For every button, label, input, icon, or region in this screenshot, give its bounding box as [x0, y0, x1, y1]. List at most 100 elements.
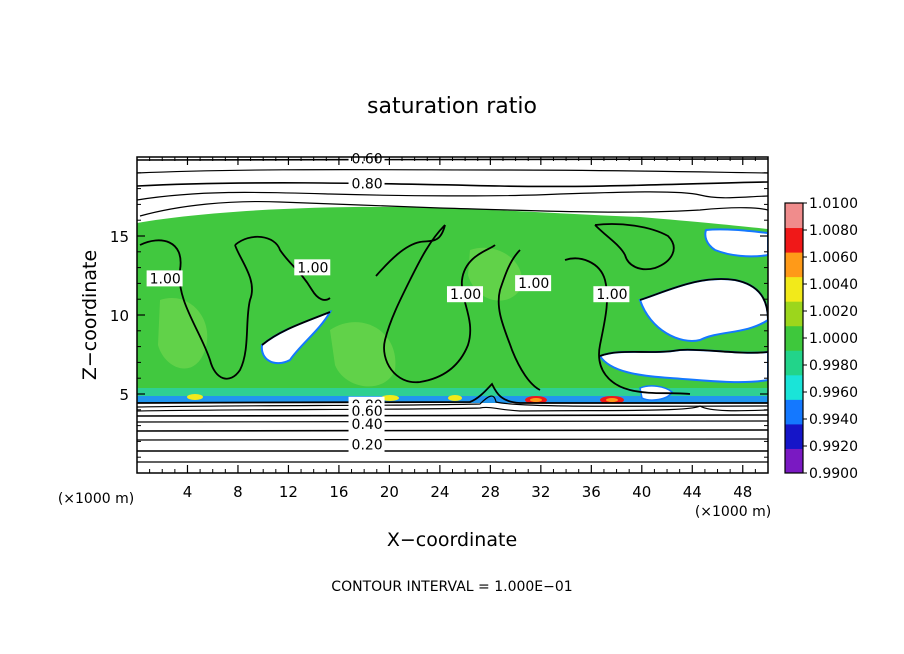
warm-spot: [530, 398, 542, 402]
contour-label-group: 1.00: [294, 259, 331, 276]
contour-label: 0.60: [352, 151, 383, 167]
x-axis-label: X−coordinate: [387, 529, 517, 551]
colorbar-segment: [785, 423, 803, 449]
contour-label: 1.00: [297, 260, 328, 276]
contour-label: 1.00: [518, 276, 549, 292]
contour-line: [137, 405, 768, 412]
y-axis-ticks: 5 10 15: [110, 172, 768, 458]
contour-label-bg: [348, 403, 385, 420]
colorbar-tick-label: 1.0040: [809, 277, 858, 293]
colorbar-tick-label: 0.9980: [809, 358, 858, 374]
y-tick-label: 10: [110, 307, 129, 325]
colorbar-tick-label: 0.9960: [809, 385, 858, 401]
colorbar-tick-label: 1.0000: [809, 331, 858, 347]
contour-label-bg: [348, 415, 385, 432]
contour-labels: 0.600.801.001.001.001.001.000.800.600.40…: [146, 150, 630, 453]
x-tick-label: 40: [632, 483, 651, 501]
colorbar-segment: [785, 350, 803, 376]
contour-label: 1.00: [150, 271, 181, 287]
colorbar-segment: [785, 374, 803, 400]
contour-label-group: 1.00: [446, 286, 483, 303]
colorbar-segment: [785, 399, 803, 425]
colorbar-segment: [785, 252, 803, 278]
colorbar-segment: [785, 276, 803, 302]
contour-line: [497, 249, 541, 391]
x-tick-label: 12: [279, 483, 298, 501]
y-axis-label: Z−coordinate: [79, 250, 101, 380]
contour-label-bg: [146, 270, 183, 287]
colorbar: 0.9900 0.9920 0.9940 0.9960 0.9980 1.0000 1.00…: [784, 196, 858, 482]
x-tick-label: 20: [380, 483, 399, 501]
contour-label-bg: [593, 286, 630, 303]
x-tick-label: 16: [329, 483, 348, 501]
y-tick-label: 15: [110, 228, 129, 246]
y-axis-unit: (×1000 m): [58, 491, 134, 507]
contour-label: 1.00: [450, 287, 481, 303]
field-layer: [137, 157, 768, 473]
contour-line: [261, 311, 331, 346]
colorbar-tick-label: 1.0100: [809, 196, 858, 212]
contour-label-group: 1.00: [146, 270, 183, 287]
colorbar-tick-label: 1.0060: [809, 250, 858, 266]
contour-line: [599, 348, 768, 357]
contour-line: [139, 200, 768, 217]
contour-label-group: 1.00: [515, 275, 552, 292]
contour-label-bg: [348, 175, 385, 192]
contour-label-group: 1.00: [593, 286, 630, 303]
x-tick-label: 32: [531, 483, 550, 501]
colorbar-tick-label: 1.0080: [809, 223, 858, 239]
colorbar-segment: [785, 448, 803, 474]
x-tick-label: 28: [481, 483, 500, 501]
contour-line: [639, 278, 768, 321]
colorbar-segment: [785, 325, 803, 351]
x-tick-label: 8: [233, 483, 243, 501]
contour-label-bg: [294, 259, 331, 276]
warm-spot: [187, 394, 203, 400]
colorbar-segment: [785, 301, 803, 327]
contour-label-group: 0.40: [348, 415, 385, 433]
x-tick-label: 4: [183, 483, 193, 501]
y-tick-label: 5: [119, 386, 129, 404]
x-tick-label: 36: [582, 483, 601, 501]
contour-line: [383, 224, 496, 383]
contour-line: [137, 169, 768, 174]
colorbar-segment: [785, 227, 803, 253]
dry-hole: [704, 228, 768, 258]
x-axis-ticks: 4 8 12 16 20 24 28 32 36 40 44 48: [149, 157, 756, 501]
contour-line: [137, 382, 768, 404]
contour-label-bg: [446, 286, 483, 303]
contour-line: [137, 191, 768, 201]
warm-spot: [448, 395, 462, 401]
colorbar-tick-label: 1.0020: [809, 304, 858, 320]
contour-interval-note: CONTOUR INTERVAL = 1.000E−01: [331, 579, 572, 595]
contour-label-bg: [348, 436, 385, 453]
contour-label: 0.40: [352, 417, 383, 433]
colorbar-tick-label: 0.9940: [809, 412, 858, 428]
x-tick-label: 44: [683, 483, 702, 501]
warm-spot: [381, 395, 399, 401]
contour-line: [594, 223, 675, 271]
contour-label-bg: [348, 150, 385, 167]
contour-label-group: 0.20: [348, 436, 385, 453]
contour-label-group: 0.80: [348, 175, 385, 193]
cloud-patch-light: [330, 322, 396, 387]
chart-title: saturation ratio: [367, 94, 537, 119]
x-axis-unit: (×1000 m): [695, 504, 771, 520]
contour-label: 0.20: [352, 437, 383, 453]
x-tick-label: 24: [430, 483, 449, 501]
contour-line: [375, 224, 446, 277]
warm-spot: [606, 398, 618, 402]
contour-label: 1.00: [596, 287, 627, 303]
contour-line: [564, 257, 691, 395]
colorbar-tick-label: 0.9900: [809, 466, 858, 482]
contour-label-bg: [515, 275, 552, 292]
x-tick-label: 48: [733, 483, 752, 501]
contour-label: 0.80: [352, 177, 383, 193]
colorbar-tick-label: 0.9920: [809, 439, 858, 455]
contour-line: [137, 181, 768, 188]
contour-line: [137, 395, 768, 408]
contour-label-group: 0.60: [348, 150, 385, 167]
contour-line: [139, 239, 253, 380]
colorbar-segment: [785, 203, 803, 229]
